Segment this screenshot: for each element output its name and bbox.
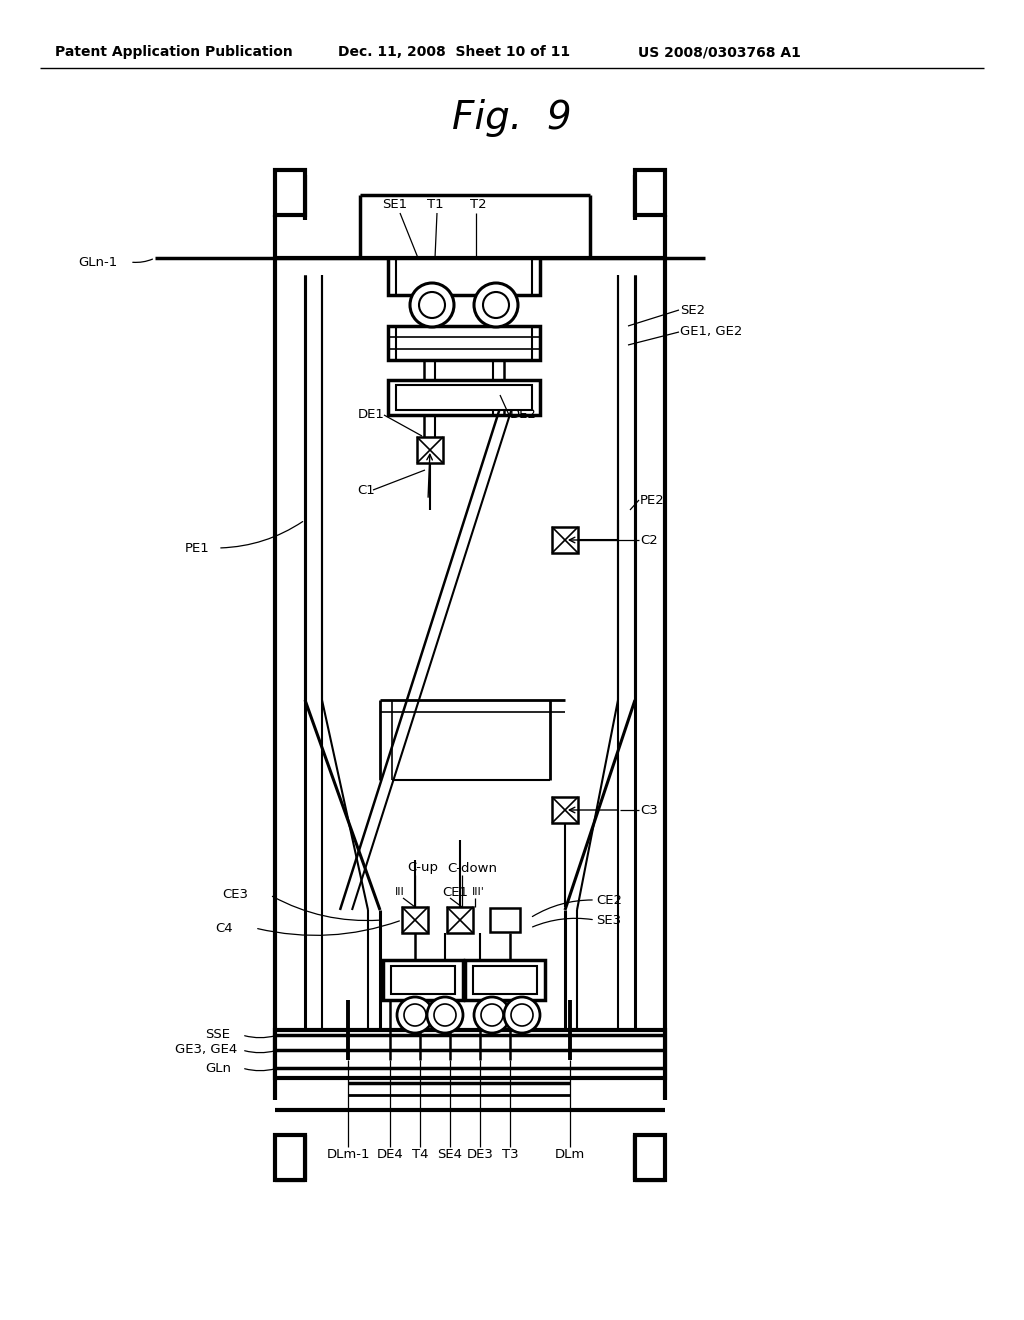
Text: DLm: DLm — [555, 1148, 585, 1162]
Bar — [275, 1135, 305, 1180]
Bar — [402, 907, 428, 933]
Text: DE2: DE2 — [510, 408, 537, 421]
Bar — [635, 170, 665, 215]
Text: US 2008/0303768 A1: US 2008/0303768 A1 — [638, 45, 801, 59]
Circle shape — [397, 997, 433, 1034]
Text: C3: C3 — [640, 804, 657, 817]
Bar — [552, 527, 578, 553]
Text: C2: C2 — [640, 533, 657, 546]
Bar — [383, 960, 463, 1001]
Text: SE1: SE1 — [382, 198, 408, 211]
Text: DE4: DE4 — [377, 1148, 403, 1162]
Bar — [391, 966, 455, 994]
Text: III': III' — [472, 887, 485, 898]
Bar — [552, 797, 578, 822]
Text: SE3: SE3 — [596, 913, 622, 927]
Bar — [275, 170, 305, 215]
Bar — [417, 437, 443, 463]
Circle shape — [511, 1005, 534, 1026]
Text: DE1: DE1 — [358, 408, 385, 421]
Circle shape — [410, 282, 454, 327]
Bar — [635, 1135, 665, 1180]
Text: PE2: PE2 — [640, 494, 665, 507]
Circle shape — [481, 1005, 503, 1026]
Text: T4: T4 — [412, 1148, 428, 1162]
Circle shape — [474, 282, 518, 327]
Circle shape — [474, 997, 510, 1034]
Text: III: III — [395, 887, 404, 898]
Bar — [465, 960, 545, 1001]
Circle shape — [434, 1005, 456, 1026]
Text: GE3, GE4: GE3, GE4 — [175, 1044, 238, 1056]
Text: SE2: SE2 — [680, 304, 706, 317]
Text: CE1: CE1 — [442, 886, 468, 899]
Text: GLn-1: GLn-1 — [78, 256, 118, 268]
Text: DE3: DE3 — [467, 1148, 494, 1162]
Text: PE1: PE1 — [185, 541, 210, 554]
Text: Patent Application Publication: Patent Application Publication — [55, 45, 293, 59]
Text: Dec. 11, 2008  Sheet 10 of 11: Dec. 11, 2008 Sheet 10 of 11 — [338, 45, 570, 59]
Bar — [388, 326, 540, 360]
Text: CE2: CE2 — [596, 894, 622, 907]
Circle shape — [419, 292, 445, 318]
Circle shape — [504, 997, 540, 1034]
Text: SSE: SSE — [205, 1028, 230, 1041]
Text: Fig.  9: Fig. 9 — [453, 99, 571, 137]
Text: C-up: C-up — [407, 862, 438, 874]
Text: T3: T3 — [502, 1148, 518, 1162]
Text: DLm-1: DLm-1 — [327, 1148, 370, 1162]
Circle shape — [404, 1005, 426, 1026]
Text: GE1, GE2: GE1, GE2 — [680, 326, 742, 338]
Text: CE3: CE3 — [222, 888, 248, 902]
Text: GLn: GLn — [205, 1061, 231, 1074]
Text: C4: C4 — [215, 921, 232, 935]
Bar — [388, 257, 540, 294]
Text: T1: T1 — [427, 198, 443, 211]
Text: C-down: C-down — [447, 862, 497, 874]
Text: C1: C1 — [357, 483, 375, 496]
Bar — [388, 380, 540, 414]
Text: SE4: SE4 — [437, 1148, 463, 1162]
Bar — [490, 908, 520, 932]
Circle shape — [427, 997, 463, 1034]
Text: T2: T2 — [470, 198, 486, 211]
Bar — [447, 907, 473, 933]
Circle shape — [483, 292, 509, 318]
Bar — [473, 966, 537, 994]
Bar — [396, 385, 532, 411]
Bar — [275, 1030, 665, 1078]
